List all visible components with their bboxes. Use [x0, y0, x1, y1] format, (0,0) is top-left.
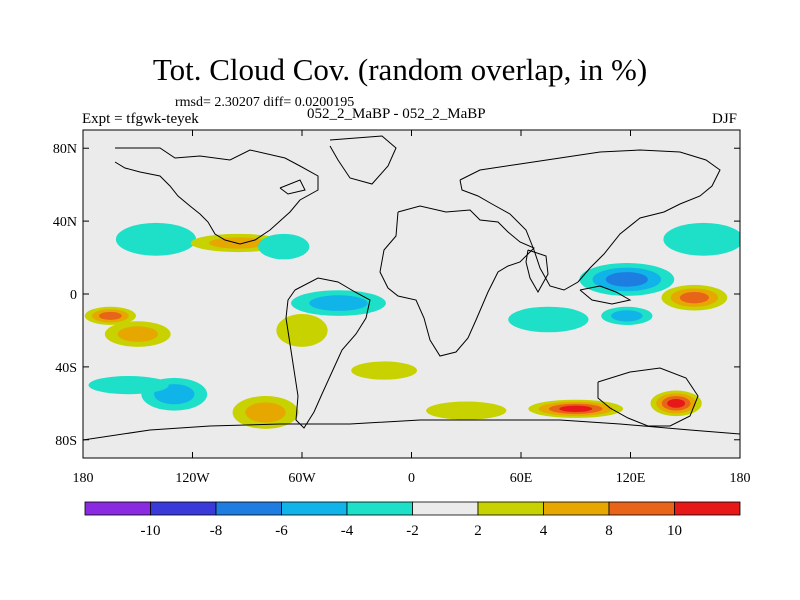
anomaly-region	[601, 306, 653, 325]
season-label: DJF	[712, 111, 738, 127]
anomaly-contour	[115, 222, 197, 256]
anomaly-contour	[559, 405, 593, 412]
y-tick-label: 40N	[53, 215, 77, 230]
anomaly-contour	[245, 402, 286, 423]
anomaly-region	[508, 306, 589, 333]
y-tick-label: 80N	[53, 142, 77, 157]
anomaly-contour	[98, 311, 122, 320]
x-tick-label: 180	[730, 471, 751, 486]
colorbar-swatch	[412, 501, 479, 516]
colorbar-label: -8	[210, 523, 223, 539]
anomaly-region	[426, 401, 507, 420]
x-tick-label: 120E	[616, 471, 646, 486]
axis-ticks: 180 120W 60W 0 60E 120E 180 80N 40N 0 40S 80S	[53, 130, 751, 486]
colorbar-swatch	[150, 501, 217, 516]
x-tick-label: 180	[73, 471, 94, 486]
anomaly-contour	[508, 306, 589, 333]
anomaly-region	[528, 399, 624, 418]
coastline-asia	[459, 149, 721, 291]
x-tick-label: 0	[408, 471, 415, 486]
anomaly-contour	[276, 314, 328, 347]
anomaly-region	[115, 222, 197, 256]
anomaly-region	[291, 290, 386, 316]
coastline-greenland	[329, 135, 397, 185]
anomaly-region	[276, 314, 328, 347]
colorbar-swatch	[543, 501, 610, 516]
anomaly-contour	[88, 376, 169, 395]
anomaly-contour	[611, 310, 643, 322]
coastline-india	[525, 249, 549, 294]
anomaly-contour	[426, 401, 507, 420]
colorbar-swatch	[608, 501, 675, 516]
colorbar-label: -2	[406, 523, 419, 539]
colorbar-swatch	[346, 501, 413, 516]
coastline-antarctica	[83, 419, 740, 441]
anomaly-contour	[117, 326, 158, 342]
x-tick-label: 60E	[510, 471, 533, 486]
anomaly-contour	[663, 222, 740, 256]
colorbar-label: 2	[474, 523, 482, 539]
coastline-europe-africa	[379, 205, 535, 357]
y-tick-label: 80S	[55, 434, 77, 449]
colorbar-label: 8	[605, 523, 613, 539]
anomaly-contour	[258, 233, 310, 260]
colorbar-swatch	[281, 501, 348, 516]
coastline-layer	[83, 135, 740, 441]
x-tick-label: 120W	[175, 471, 210, 486]
anomaly-contour	[605, 272, 648, 287]
x-tick-label: 60W	[288, 471, 316, 486]
y-tick-label: 40S	[55, 361, 77, 376]
coastline-maritime-continent	[579, 285, 632, 305]
coastline-north-america	[114, 147, 319, 245]
colorbar-label: -4	[341, 523, 354, 539]
anomaly-contour	[667, 398, 686, 408]
anomaly-region	[84, 306, 136, 325]
anomaly-contour	[309, 295, 368, 311]
anomaly-region	[661, 284, 728, 311]
anomaly-region	[232, 396, 299, 429]
colorbar-label: -10	[141, 523, 161, 539]
case-comparison-label: 052_2_MaBP - 052_2_MaBP	[307, 106, 486, 122]
anomaly-contour	[679, 291, 709, 304]
anomaly-contour	[351, 361, 418, 380]
colorbar-swatch	[84, 501, 151, 516]
colorbar: -10 -8 -6 -4 -2 2 4 8 10	[84, 501, 741, 539]
y-tick-label: 0	[70, 288, 77, 303]
anomaly-layer	[84, 222, 740, 429]
colorbar-swatch	[477, 501, 544, 516]
anomaly-region	[579, 263, 675, 296]
coastline-hudson-bay	[279, 179, 306, 195]
colorbar-swatch	[674, 501, 741, 516]
experiment-label: Expt = tfgwk-teyek	[82, 111, 199, 127]
anomaly-region	[88, 376, 169, 395]
colorbar-swatch	[215, 501, 282, 516]
colorbar-label: 10	[667, 523, 682, 539]
coastline-south-america	[285, 277, 371, 429]
anomaly-region	[351, 361, 418, 380]
colorbar-label: 4	[540, 523, 548, 539]
colorbar-label: -6	[275, 523, 288, 539]
anomaly-region	[650, 390, 702, 417]
anomaly-region	[258, 233, 310, 260]
anomaly-region	[104, 321, 171, 347]
chart-title: Tot. Cloud Cov. (random overlap, in %)	[152, 52, 648, 87]
stats-line: rmsd= 2.30207 diff= 0.0200195	[175, 95, 355, 110]
anomaly-region	[663, 222, 740, 256]
coastline-australia	[597, 367, 699, 427]
